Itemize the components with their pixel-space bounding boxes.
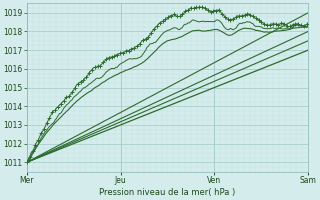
X-axis label: Pression niveau de la mer( hPa ): Pression niveau de la mer( hPa )	[100, 188, 236, 197]
